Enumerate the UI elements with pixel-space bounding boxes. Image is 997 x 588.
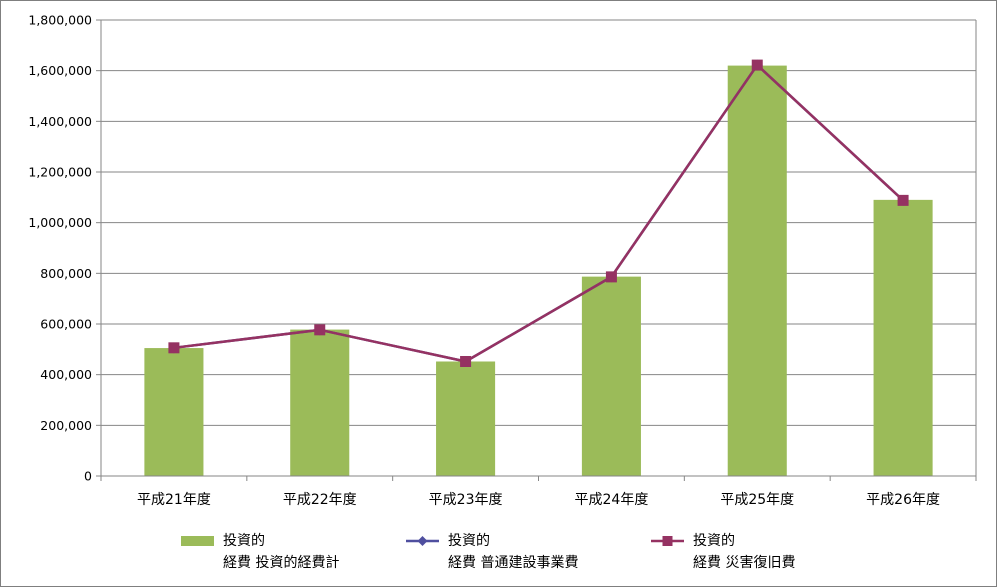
bar-layer xyxy=(144,65,933,476)
y-tick-label: 1,000,000 xyxy=(28,215,92,230)
line-layer xyxy=(168,59,909,367)
y-tick-label: 400,000 xyxy=(40,367,92,382)
legend-label: 投資的 xyxy=(693,533,735,549)
bar xyxy=(290,329,350,476)
legend-label: 投資的 xyxy=(223,533,265,549)
legend-label: 経費 普通建設事業費 xyxy=(448,555,578,571)
bar xyxy=(144,348,204,476)
series-line xyxy=(173,63,904,363)
x-tick-label: 平成26年度 xyxy=(866,492,940,508)
legend-square-marker xyxy=(662,536,673,546)
legend-label: 投資的 xyxy=(448,533,490,549)
grid-layer xyxy=(101,19,977,476)
y-tick-label: 0 xyxy=(84,469,92,484)
square-marker xyxy=(460,355,472,367)
bar xyxy=(581,276,641,476)
legend-label: 経費 災害復旧費 xyxy=(693,554,795,571)
square-marker xyxy=(751,59,763,71)
x-tick-label: 平成21年度 xyxy=(137,492,211,508)
y-tick-label: 1,600,000 xyxy=(28,63,92,78)
square-marker xyxy=(314,324,326,336)
y-tick-label: 1,400,000 xyxy=(28,114,92,129)
y-tick-label: 600,000 xyxy=(40,317,92,332)
square-marker xyxy=(605,271,617,283)
bar xyxy=(727,65,787,476)
y-tick-label: 1,800,000 xyxy=(28,13,92,28)
square-marker xyxy=(897,194,909,206)
legend-diamond-marker xyxy=(417,536,428,546)
y-tick-label: 1,200,000 xyxy=(28,165,92,180)
x-tick-label: 平成22年度 xyxy=(283,492,357,508)
bar xyxy=(873,199,933,476)
legend-label: 経費 投資的経費計 xyxy=(223,555,339,571)
legend-swatch-bar xyxy=(181,536,214,546)
axis-layer: 0 200,000 400,000 600,000 800,000 1,000,000 1,… xyxy=(28,13,977,508)
x-tick-label: 平成25年度 xyxy=(720,492,794,508)
x-tick-label: 平成23年度 xyxy=(429,492,503,508)
bar xyxy=(436,361,496,476)
x-tick-label: 平成24年度 xyxy=(575,492,649,508)
y-tick-label: 200,000 xyxy=(40,418,92,433)
square-marker xyxy=(168,342,180,354)
y-tick-label: 800,000 xyxy=(40,266,92,281)
series-line xyxy=(173,63,904,363)
